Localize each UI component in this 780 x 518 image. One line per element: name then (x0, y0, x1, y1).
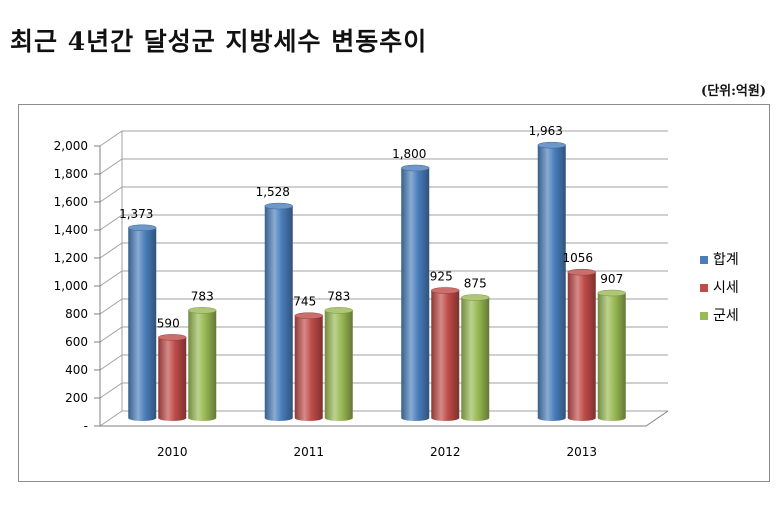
bar-시세-2011 (294, 312, 323, 422)
bar-body (158, 337, 187, 422)
gridline-depth (99, 242, 123, 259)
bar-top (158, 334, 187, 341)
bar-top (128, 224, 157, 232)
bar-합계-2013 (537, 141, 566, 422)
y-tick-label: 600 (65, 335, 88, 349)
gridline-depth (99, 130, 123, 147)
bar-top (324, 307, 353, 314)
y-tick-label: 400 (65, 363, 88, 377)
bar-시세-2013 (567, 268, 596, 422)
data-label: 907 (600, 272, 623, 286)
bar-body (431, 290, 460, 422)
data-label: 590 (157, 316, 180, 330)
data-label: 745 (293, 295, 316, 309)
x-tick-label: 2010 (157, 445, 188, 459)
bar-top (567, 268, 596, 276)
legend-swatch-시세 (700, 284, 708, 292)
bar-시세-2012 (431, 287, 460, 422)
bar-body (537, 145, 566, 422)
y-tick-label: 1,400 (54, 223, 88, 237)
data-label: 1056 (562, 251, 593, 265)
gridline-depth (99, 326, 123, 343)
gridline-depth (99, 270, 123, 287)
bar-top (461, 294, 490, 301)
bar-시세-2010 (158, 334, 187, 422)
gridline-depth (99, 410, 123, 427)
legend-swatch-군세 (700, 312, 708, 320)
data-label: 783 (327, 289, 350, 303)
legend-label: 합계 (713, 252, 739, 268)
x-tick-label: 2013 (566, 445, 597, 459)
gridline-depth (99, 354, 123, 371)
y-tick-label: 1,000 (54, 279, 88, 293)
data-label: 1,373 (119, 207, 153, 221)
gridline-depth (99, 298, 123, 315)
data-label: 1,528 (256, 185, 290, 199)
bar-body (264, 206, 293, 422)
y-tick-label: 200 (65, 391, 88, 405)
legend-label: 군세 (713, 308, 739, 324)
unit-label: (단위:억원) (701, 84, 766, 99)
gridline-depth (99, 186, 123, 203)
bar-top (431, 287, 460, 294)
y-tick-label: 1,800 (54, 167, 88, 181)
bar-군세-2011 (324, 307, 353, 422)
data-label: 925 (430, 270, 453, 284)
bar-합계-2011 (264, 202, 293, 422)
bar-top (597, 289, 626, 297)
gridline-depth (99, 158, 123, 175)
bar-body (294, 315, 323, 422)
legend-label: 시세 (713, 280, 739, 296)
bar-합계-2012 (401, 164, 430, 422)
y-tick-label: - (84, 419, 88, 433)
bar-top (401, 164, 430, 172)
bar-body (401, 168, 430, 422)
x-axis (100, 410, 669, 427)
bar-body (188, 310, 217, 422)
bar-top (537, 141, 566, 149)
bar-body (128, 227, 157, 422)
y-tick-label: 1,200 (54, 251, 88, 265)
legend-swatch-합계 (700, 256, 708, 264)
bar-body (597, 293, 626, 422)
bar-합계-2010 (128, 224, 157, 422)
x-tick-label: 2011 (293, 445, 324, 459)
bar-body (324, 310, 353, 422)
gridline-depth (99, 214, 123, 231)
gridline-depth (99, 382, 123, 399)
bar-군세-2010 (188, 307, 217, 422)
bar-top (294, 312, 323, 319)
data-label: 875 (464, 277, 487, 291)
bar-body (461, 297, 490, 422)
bar-top (264, 202, 293, 210)
bar-군세-2013 (597, 289, 626, 422)
y-tick-label: 1,600 (54, 195, 88, 209)
bar-군세-2012 (461, 294, 490, 422)
bar-body (567, 272, 596, 422)
data-label: 783 (191, 289, 214, 303)
bar-top (188, 307, 217, 314)
data-label: 1,963 (529, 124, 563, 138)
y-tick-label: 800 (65, 307, 88, 321)
chart-title: 최근 4년간 달성군 지방세수 변동추이 (10, 27, 428, 56)
data-label: 1,800 (392, 147, 426, 161)
x-tick-label: 2012 (430, 445, 461, 459)
y-tick-label: 2,000 (54, 139, 88, 153)
